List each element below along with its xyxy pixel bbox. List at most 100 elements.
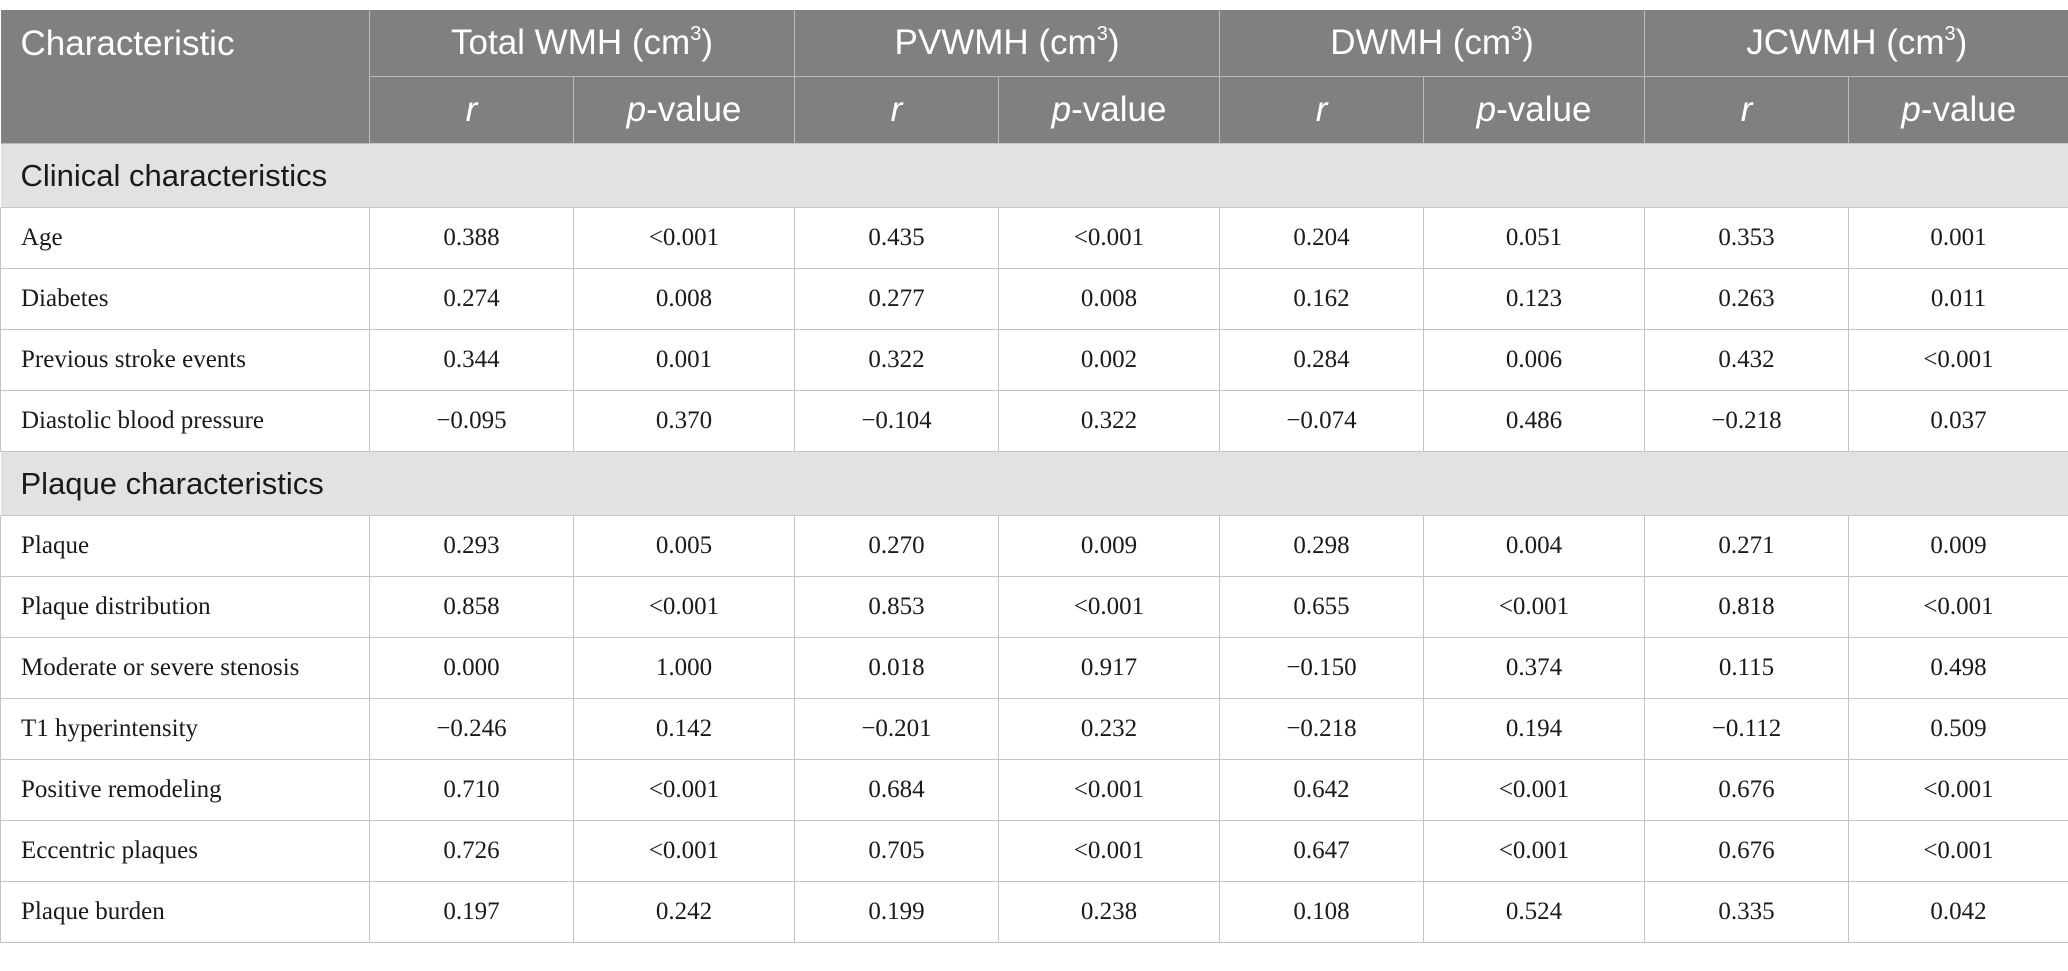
cell-r-value: 0.199 [794,881,999,943]
cell-p-value: 0.008 [997,268,1221,330]
table-row: Eccentric plaques 0.726 <0.001 0.705 <0.001 0… [0,820,2068,882]
cell-p-value: <0.001 [1848,759,2068,821]
cell-r-value: −0.218 [1219,698,1425,760]
table-row: Previous stroke events 0.344 0.001 0.322 0.0… [0,329,2068,391]
cell-p-value: <0.001 [573,820,795,882]
header-p-value: p-value [1423,76,1645,144]
row-label: Plaque [0,515,370,577]
cell-p-value: 0.142 [573,698,795,760]
cell-r-value: 0.710 [369,759,574,821]
cell-r-value: 0.647 [1219,820,1425,882]
cell-r-value: 0.293 [369,515,574,577]
header-r: r [1219,76,1424,144]
cell-r-value: 0.115 [1644,637,1850,699]
header-r: r [1644,76,1849,144]
table-header: Characteristic Total WMH (cm3) PVWMH (cm… [0,10,2068,144]
cell-p-value: <0.001 [997,576,1221,638]
cell-r-value: 0.018 [794,637,999,699]
cell-r-value: 0.655 [1219,576,1425,638]
cell-p-value: <0.001 [1848,329,2068,391]
cell-r-value: 0.298 [1219,515,1425,577]
cell-p-value: 0.009 [1848,515,2068,577]
cell-r-value: 0.263 [1644,268,1850,330]
table-row: Age 0.388 <0.001 0.435 <0.001 0.204 0.051 0.353… [0,207,2068,269]
cell-r-value: 0.108 [1219,881,1425,943]
cell-r-value: −0.112 [1644,698,1850,760]
cell-r-value: 0.705 [794,820,999,882]
header-group-sup: 3 [1096,23,1108,45]
cell-p-value: 0.242 [573,881,795,943]
cell-r-value: 0.344 [369,329,574,391]
cell-p-value: <0.001 [573,759,795,821]
cell-r-value: 0.353 [1644,207,1850,269]
cell-r-value: 0.676 [1644,820,1850,882]
cell-r-value: −0.104 [794,390,999,452]
cell-p-value: 0.001 [1848,207,2068,269]
header-group-close: ) [701,23,713,62]
cell-r-value: −0.246 [369,698,574,760]
header-p-value: p-value [997,76,1220,144]
cell-p-value: 1.000 [573,637,795,699]
cell-p-value: <0.001 [573,207,795,269]
cell-p-value: 0.486 [1423,390,1646,452]
header-r: r [794,76,999,144]
cell-r-value: −0.201 [794,698,999,760]
cell-p-value: 0.370 [573,390,795,452]
cell-p-value: 0.238 [997,881,1221,943]
cell-p-value: 0.011 [1848,268,2068,330]
section-header-row: Clinical characteristics [0,143,2068,208]
cell-r-value: 0.676 [1644,759,1850,821]
table-row: Positive remodeling 0.710 <0.001 0.684 <0.00… [0,759,2068,821]
header-group-name: PVWMH (cm [894,23,1097,62]
table-row: Plaque burden 0.197 0.242 0.199 0.238 0.108 0.… [0,881,2068,943]
row-label: T1 hyperintensity [0,698,370,760]
correlation-table-container: Characteristic Total WMH (cm3) PVWMH (cm… [0,10,2068,943]
row-label: Positive remodeling [0,759,370,821]
header-group-name: Total WMH (cm [451,23,691,62]
cell-r-value: −0.074 [1219,390,1425,452]
cell-p-value: 0.001 [573,329,795,391]
cell-p-value: 0.498 [1848,637,2068,699]
header-pvwmh: PVWMH (cm3) [793,10,1220,77]
cell-r-value: 0.858 [369,576,574,638]
cell-r-value: −0.095 [369,390,574,452]
row-label: Diabetes [0,268,370,330]
cell-r-value: −0.150 [1219,637,1425,699]
table-row: Diabetes 0.274 0.008 0.277 0.008 0.162 0.123 0.… [0,268,2068,330]
header-p-value: p-value [1848,76,2068,144]
cell-p-value: 0.051 [1423,207,1646,269]
cell-p-value: 0.004 [1423,515,1646,577]
cell-p-value: 0.524 [1423,881,1646,943]
cell-r-value: 0.162 [1219,268,1425,330]
cell-r-value: 0.853 [794,576,999,638]
header-r: r [369,76,574,144]
table-row: Plaque distribution 0.858 <0.001 0.853 <0.00… [0,576,2068,638]
table-row: T1 hyperintensity −0.246 0.142 −0.201 0.232−… [0,698,2068,760]
row-label: Plaque burden [0,881,370,943]
cell-r-value: 0.284 [1219,329,1425,391]
cell-r-value: 0.435 [794,207,999,269]
cell-r-value: 0.000 [369,637,574,699]
cell-p-value: 0.042 [1848,881,2068,943]
section-title: Clinical characteristics [0,143,2068,208]
cell-p-value: 0.002 [997,329,1221,391]
header-group-close: ) [1522,23,1534,62]
section-header-row: Plaque characteristics [0,451,2068,516]
row-label: Moderate or severe stenosis [0,637,370,699]
row-label: Eccentric plaques [0,820,370,882]
header-group-close: ) [1107,23,1120,62]
header-row-groups: Characteristic Total WMH (cm3) PVWMH (cm… [0,10,2068,144]
cell-p-value: <0.001 [997,207,1221,269]
cell-r-value: −0.218 [1644,390,1850,452]
cell-p-value: 0.006 [1423,329,1646,391]
header-group-close: ) [1955,23,1968,62]
cell-r-value: 0.271 [1644,515,1850,577]
cell-p-value: <0.001 [1423,576,1646,638]
cell-p-value: 0.009 [997,515,1221,577]
table-row: Moderate or severe stenosis 0.000 1.000 0.0… [0,637,2068,699]
correlation-table: Characteristic Total WMH (cm3) PVWMH (cm… [0,10,2068,943]
cell-p-value: 0.008 [573,268,795,330]
row-label: Age [0,207,370,269]
row-label: Plaque distribution [0,576,370,638]
row-label: Previous stroke events [0,329,370,391]
